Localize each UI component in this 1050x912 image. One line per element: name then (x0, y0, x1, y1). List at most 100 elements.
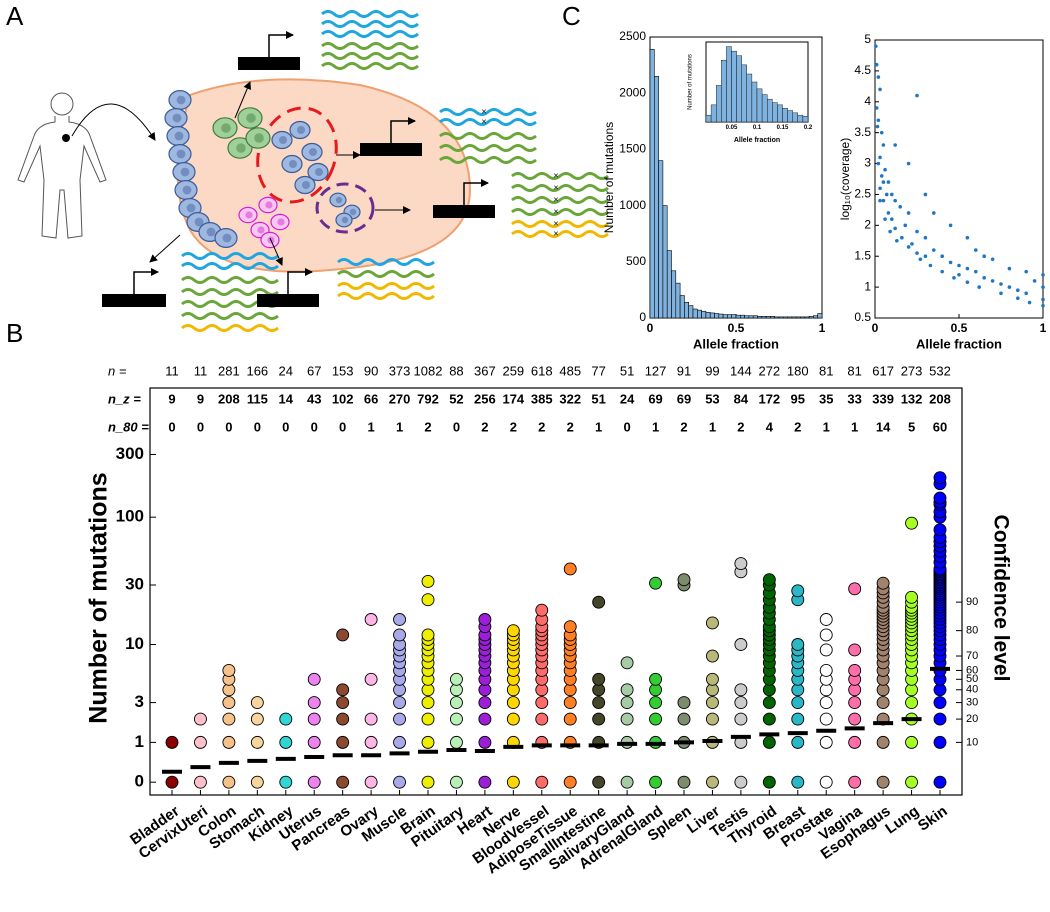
bar (649, 49, 655, 319)
table-cell: 132 (901, 391, 923, 406)
bar (804, 316, 810, 319)
table-cell: 0 (453, 419, 460, 434)
point (878, 87, 882, 92)
table-cell: 84 (734, 391, 749, 406)
transcript (439, 132, 537, 140)
transcript (321, 42, 419, 50)
point (1007, 285, 1012, 289)
dot (649, 576, 663, 590)
bar (653, 76, 659, 319)
dot (677, 573, 691, 587)
dot (705, 696, 719, 710)
diagram: ×××××××× (17, 10, 609, 332)
table-cell: 385 (531, 391, 553, 406)
dot (933, 775, 947, 789)
x-tick-label: 0 (647, 321, 654, 335)
point (965, 235, 970, 240)
dot (279, 775, 293, 789)
dot (364, 775, 378, 789)
cell (260, 231, 280, 249)
point (1007, 266, 1012, 271)
row-label: n_80 = (108, 419, 149, 434)
cell-nucleus (186, 203, 196, 213)
transcript (321, 52, 419, 60)
cell-nucleus (176, 95, 186, 105)
bar (792, 112, 799, 123)
point (881, 180, 886, 184)
panel-label: C (562, 1, 581, 31)
bar (752, 315, 758, 319)
y-tick-label: 500 (626, 254, 646, 268)
bar (808, 316, 814, 319)
table-cell: 11 (194, 363, 208, 378)
cell-nucleus (315, 168, 323, 176)
dot (819, 663, 833, 677)
y2-axis-label: Confidence level (989, 515, 1012, 682)
point (977, 285, 981, 289)
dot (563, 620, 577, 634)
dot (762, 775, 776, 789)
bar (800, 316, 806, 319)
dot (762, 712, 776, 726)
bar (741, 64, 748, 123)
table-cell: 88 (449, 363, 463, 378)
table-cell: 66 (364, 391, 378, 406)
bar (705, 114, 712, 123)
dot (535, 775, 549, 789)
cell-nucleus (206, 227, 216, 237)
x-tick-label: 0.15 (777, 125, 789, 131)
point (903, 223, 908, 228)
point (915, 229, 919, 234)
dot (336, 696, 350, 710)
dot (876, 696, 890, 710)
transcript (511, 184, 609, 192)
cell-nucleus (341, 216, 349, 224)
table-cell: 373 (389, 363, 411, 378)
arrow (390, 117, 416, 143)
dot (677, 696, 691, 710)
dot (364, 735, 378, 749)
cell-nucleus (222, 233, 232, 243)
mutation-mark: × (553, 228, 558, 238)
dot (848, 663, 862, 677)
cell-nucleus (279, 136, 287, 144)
cell-nucleus (221, 123, 231, 133)
dot (421, 574, 435, 588)
dot (336, 628, 350, 642)
point (900, 235, 904, 240)
dot (478, 613, 492, 626)
transcript (439, 144, 537, 152)
panel-label: B (6, 318, 23, 348)
cell-nucleus (174, 131, 184, 141)
bar (777, 104, 783, 123)
y-tick-label: 2 (864, 218, 871, 232)
dot (592, 672, 606, 686)
table-cell: 102 (332, 391, 354, 406)
dot (393, 613, 407, 626)
dot (563, 712, 577, 726)
table-cell: 618 (531, 363, 553, 378)
cell-nucleus (172, 113, 182, 123)
dot (791, 712, 805, 726)
cell (307, 162, 329, 182)
dot (421, 775, 435, 789)
plot-frame (149, 387, 963, 796)
dot (933, 712, 947, 726)
point (932, 248, 936, 252)
dot (535, 712, 549, 726)
table-cell: 1 (396, 419, 403, 434)
x-tick-label: 1 (819, 321, 826, 335)
point (1024, 269, 1028, 274)
table-cell: 2 (737, 419, 744, 434)
point (952, 276, 956, 280)
table-cell: 153 (332, 363, 354, 378)
point (876, 161, 881, 166)
bar (721, 60, 727, 123)
table-cell: 77 (591, 363, 605, 378)
dot (307, 735, 321, 749)
table-cell: 60 (933, 419, 947, 434)
bar (772, 102, 778, 123)
y-tick-label: 300 (116, 444, 144, 463)
table-cell: 115 (247, 391, 268, 406)
point (918, 257, 923, 262)
